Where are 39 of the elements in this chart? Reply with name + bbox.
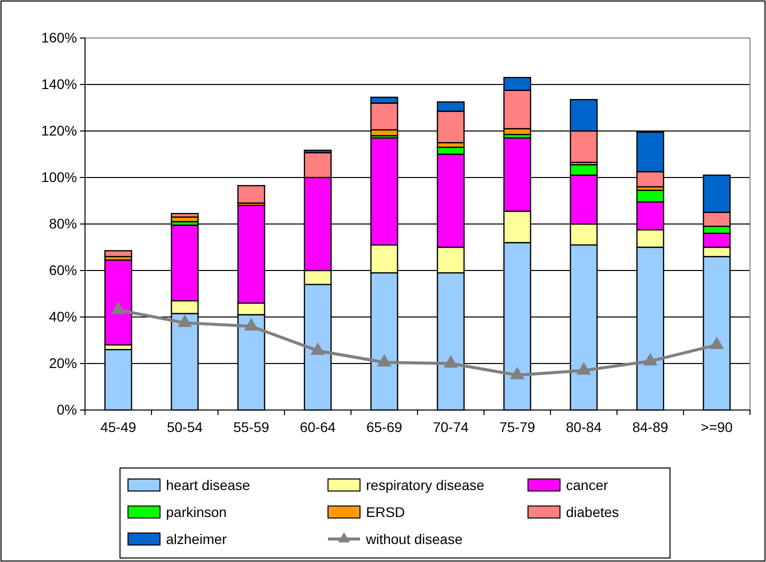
legend-label: alzheimer bbox=[166, 531, 228, 547]
x-tick-label: 65-69 bbox=[366, 418, 402, 435]
y-tick-label: 60% bbox=[48, 262, 77, 278]
x-tick-label: 70-74 bbox=[432, 418, 469, 435]
x-tick-label: 60-64 bbox=[300, 418, 336, 435]
y-tick-label: 100% bbox=[41, 168, 77, 185]
y-tick-label: 40% bbox=[48, 308, 77, 324]
y-tick-label: 0% bbox=[56, 401, 77, 418]
x-tick-label: 50-54 bbox=[166, 418, 203, 435]
point bbox=[510, 366, 524, 380]
point bbox=[710, 336, 724, 350]
legend-label: parkinson bbox=[166, 504, 227, 520]
x-tick-label: >=90 bbox=[700, 418, 733, 435]
point bbox=[244, 318, 258, 330]
x-tick-label: 84-89 bbox=[632, 418, 668, 435]
legend-label: diabetes bbox=[566, 504, 619, 520]
legend-label: without disease bbox=[365, 531, 463, 547]
legend-label: heart disease bbox=[166, 477, 250, 493]
point bbox=[310, 342, 325, 355]
point bbox=[643, 352, 658, 366]
point bbox=[377, 354, 392, 366]
legend-label: cancer bbox=[566, 477, 608, 493]
x-tick-label: 80-84 bbox=[566, 418, 602, 435]
x-tick-label: 75-79 bbox=[499, 418, 536, 435]
point bbox=[178, 314, 192, 327]
bar bbox=[104, 250, 132, 258]
legend-label: ERSD bbox=[366, 504, 405, 520]
y-tick-label: 120% bbox=[41, 122, 77, 138]
legend-label: respiratory disease bbox=[366, 477, 484, 493]
point bbox=[576, 362, 591, 375]
y-tick-label: 160% bbox=[41, 29, 77, 46]
bar bbox=[237, 185, 266, 204]
point bbox=[111, 302, 126, 314]
x-tick-label: 55-59 bbox=[233, 418, 270, 435]
x-tick-label: 45-49 bbox=[100, 418, 136, 435]
y-tick-label: 80% bbox=[48, 215, 77, 232]
point bbox=[444, 355, 458, 368]
y-tick-label: 140% bbox=[41, 76, 77, 92]
y-tick-label: 20% bbox=[48, 354, 77, 371]
